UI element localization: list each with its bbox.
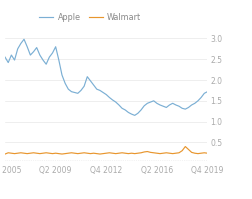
Apple [54,46,57,48]
Apple [92,84,95,86]
Apple [199,96,202,99]
Line: Apple: Apple [5,39,207,115]
Walmart [4,153,7,155]
Walmart [199,152,202,154]
Apple [22,38,25,40]
Apple [4,56,7,58]
Apple [205,91,208,93]
Apple [67,88,70,90]
Apple [183,108,186,110]
Walmart [183,145,186,148]
Legend: Apple, Walmart: Apple, Walmart [36,10,144,25]
Walmart [63,152,66,155]
Walmart [51,152,54,155]
Line: Walmart: Walmart [5,146,207,154]
Walmart [107,152,110,154]
Walmart [205,152,208,154]
Apple [111,99,114,101]
Walmart [177,152,180,154]
Apple [133,114,136,117]
Walmart [89,152,92,155]
